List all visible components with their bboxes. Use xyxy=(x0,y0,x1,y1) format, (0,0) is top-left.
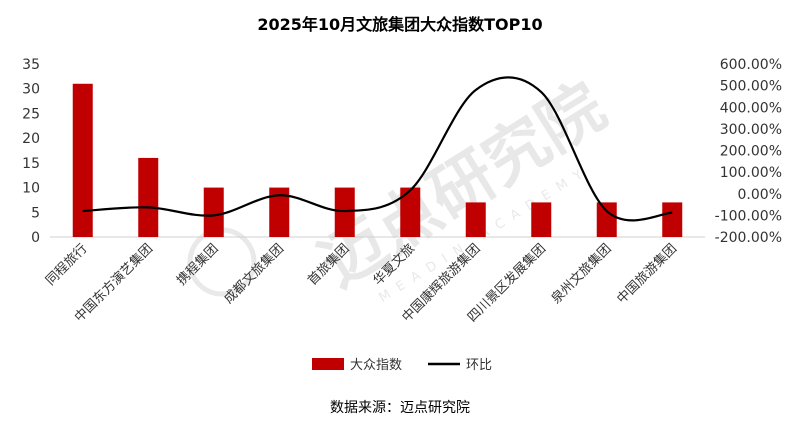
y-right-tick-label: 400.00% xyxy=(720,100,782,116)
y-right-tick-label: -100.00% xyxy=(715,208,782,224)
source-note: 数据来源：迈点研究院 xyxy=(330,400,470,416)
bar xyxy=(72,83,93,238)
y-left-tick-label: 10 xyxy=(22,181,40,197)
y-right-tick-label: 600.00% xyxy=(720,57,782,73)
y-right-tick-label: 200.00% xyxy=(720,144,782,160)
bar xyxy=(662,202,683,237)
bar xyxy=(465,202,486,237)
y-left-tick-label: 30 xyxy=(22,82,40,98)
y-axis-left: 0 5 10 15 20 25 30 35 xyxy=(22,57,40,246)
legend-bar-swatch xyxy=(312,358,344,370)
y-left-tick-label: 25 xyxy=(22,106,40,122)
y-left-tick-label: 15 xyxy=(22,156,40,172)
bar xyxy=(596,202,617,237)
y-left-tick-label: 35 xyxy=(22,57,40,73)
bar xyxy=(400,187,421,237)
y-left-tick-label: 0 xyxy=(31,230,40,246)
y-right-tick-label: 300.00% xyxy=(720,122,782,138)
bar-series xyxy=(72,83,683,238)
legend: 大众指数 环比 xyxy=(312,358,492,373)
y-right-tick-label: 500.00% xyxy=(720,79,782,95)
x-tick-label: 同程旅行 xyxy=(43,241,90,288)
y-right-tick-label: 100.00% xyxy=(720,165,782,181)
y-left-tick-label: 5 xyxy=(31,205,40,221)
bar xyxy=(269,187,290,237)
bar xyxy=(334,187,355,237)
chart-title: 2025年10月文旅集团大众指数TOP10 xyxy=(257,15,542,34)
line-path xyxy=(82,76,673,222)
line-series xyxy=(82,76,673,222)
bar xyxy=(531,202,552,237)
legend-bar-label: 大众指数 xyxy=(350,358,402,373)
bar xyxy=(203,187,224,237)
bar xyxy=(138,157,159,237)
y-axis-right: -200.00% -100.00% 0.00% 100.00% 200.00% 300.0… xyxy=(715,57,782,246)
x-tick-label: 中国旅游集团 xyxy=(614,241,680,307)
y-right-tick-label: -200.00% xyxy=(715,230,782,246)
x-tick-label: 泉州文旅集团 xyxy=(548,241,614,307)
legend-line-label: 环比 xyxy=(466,358,492,373)
y-left-tick-label: 20 xyxy=(22,131,40,147)
y-right-tick-label: 0.00% xyxy=(738,187,782,203)
